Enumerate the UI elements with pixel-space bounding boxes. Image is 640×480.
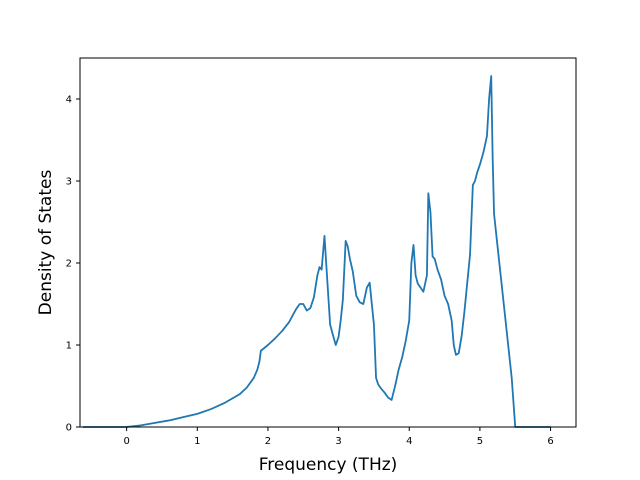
y-tick-label: 4 bbox=[66, 95, 72, 106]
y-tick-label: 0 bbox=[66, 423, 72, 434]
x-axis-ticks: 0 1 2 3 4 5 6 bbox=[123, 427, 554, 447]
y-tick-label: 2 bbox=[66, 259, 72, 270]
y-axis-label: Density of States bbox=[36, 170, 56, 316]
x-tick-label: 1 bbox=[194, 436, 200, 447]
x-tick-label: 5 bbox=[477, 436, 483, 447]
x-tick-label: 2 bbox=[265, 436, 271, 447]
x-axis-label: Frequency (THz) bbox=[259, 455, 398, 475]
y-tick-label: 1 bbox=[66, 341, 72, 352]
plot-area bbox=[80, 58, 576, 427]
plot-frame bbox=[79, 57, 577, 428]
x-tick-label: 4 bbox=[406, 436, 412, 447]
x-tick-label: 0 bbox=[123, 436, 129, 447]
x-tick-label: 3 bbox=[335, 436, 341, 447]
y-tick-label: 3 bbox=[66, 177, 72, 188]
y-axis-ticks: 0 1 2 3 4 bbox=[66, 95, 80, 434]
series-layer bbox=[82, 75, 551, 428]
x-tick-label: 6 bbox=[547, 436, 553, 447]
dos-series-line bbox=[82, 75, 551, 428]
